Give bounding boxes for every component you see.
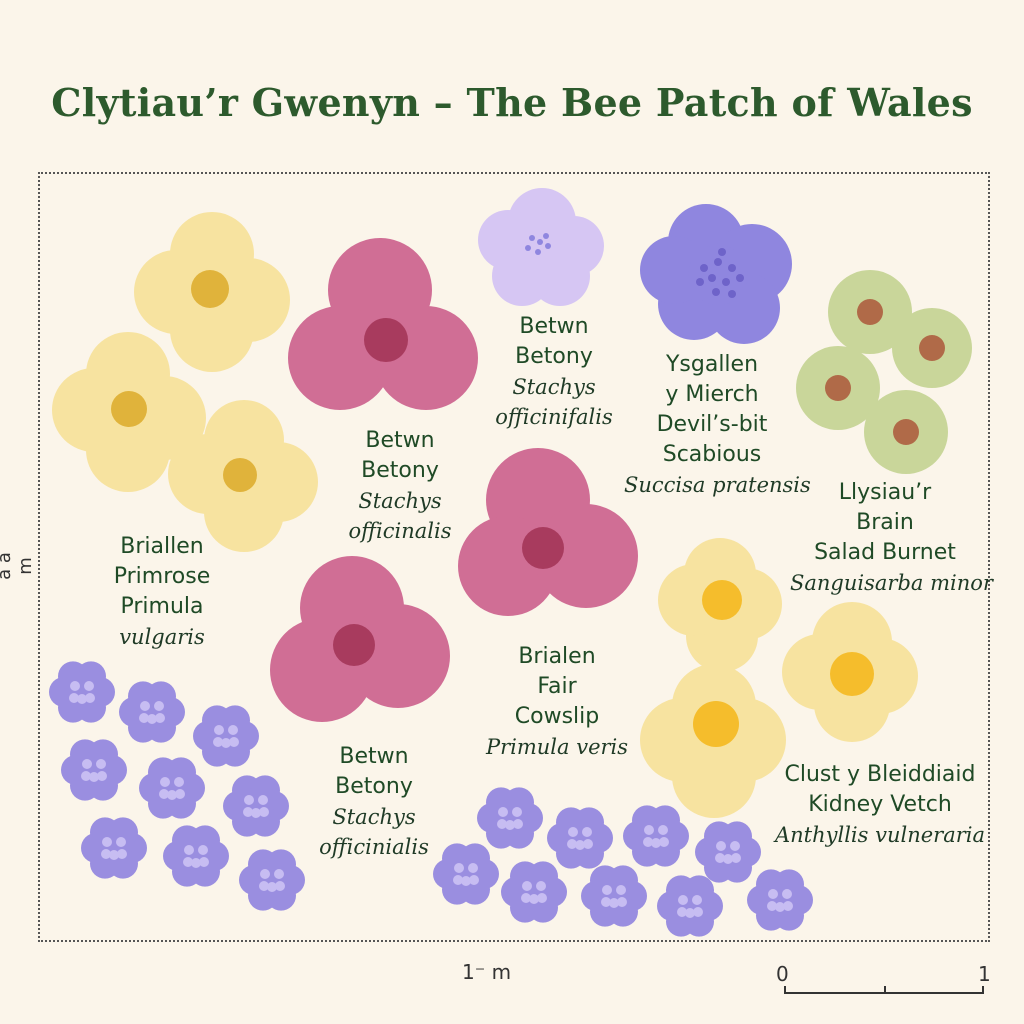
primrose-latin-name-2: vulgaris: [119, 625, 205, 649]
violet-flower: [657, 875, 723, 937]
scale-bar: 0 1: [770, 962, 991, 1002]
betony-1-latin-name: Stachys: [358, 489, 442, 513]
burnet-latin-name: Sanguisarba minor: [790, 571, 993, 595]
scabious-latin-name: Succisa pratensis: [624, 473, 811, 497]
primrose-common-name: Primrose: [113, 564, 211, 589]
betony-flower-1: [288, 238, 478, 410]
betony-3-welsh-name: Betwn: [339, 744, 409, 769]
width-dimension-label: 1⁻ m: [462, 960, 512, 984]
cowslip-flower-3: [640, 664, 786, 818]
betony-1-latin-name-2: officinalis: [348, 519, 452, 543]
cowslip-welsh-name-2: Fair: [537, 674, 577, 699]
betony-3-latin-name-2: officinialis: [319, 835, 429, 859]
betony-flower-2: [458, 448, 638, 616]
garden-bed-outline: [38, 172, 990, 942]
violet-flower: [747, 869, 813, 931]
scale-tick: [982, 986, 984, 994]
cowslip-flower-1: [658, 538, 782, 672]
scabious-common-name: Devil’s-bit: [656, 412, 768, 437]
primrose-flower-2: [52, 332, 206, 492]
label-scabious: Ysgallen y Mierch Devil’s-bit Scabious S…: [624, 350, 811, 500]
violet-flower: [139, 757, 205, 819]
betony-2-latin-name-2: officinifalis: [495, 405, 613, 429]
violet-flower: [477, 787, 543, 849]
label-primrose: Briallen Primrose Primula vulgaris: [92, 532, 232, 652]
betony-3-common-name: Betony: [335, 774, 413, 799]
violet-flower: [49, 661, 115, 723]
betony-2-latin-name: Stachys: [512, 375, 596, 399]
primrose-welsh-name: Briallen: [120, 534, 204, 559]
cowslip-welsh-name: Brialen: [518, 644, 596, 669]
violet-flower: [501, 861, 567, 923]
cowslip-common-name: Cowslip: [514, 704, 600, 729]
label-cowslip: Brialen Fair Cowslip Primula veris: [482, 642, 632, 762]
small-violet-flowers: [49, 661, 813, 937]
violet-flower: [61, 739, 127, 801]
scabious-common-name-2: Scabious: [662, 442, 762, 467]
violet-flower: [193, 705, 259, 767]
label-betony-3: Betwn Betony Stachys officinialis: [304, 742, 444, 862]
scabious-flower-dark: [640, 204, 792, 344]
label-kidney-vetch: Clust y Bleiddiaid Kidney Vetch Anthylli…: [770, 760, 990, 850]
betony-2-welsh-name: Betwn: [519, 314, 589, 339]
violet-flower: [81, 817, 147, 879]
betony-2-common-name: Betony: [515, 344, 593, 369]
violet-flower: [695, 821, 761, 883]
scabious-welsh-name: Ysgallen: [665, 352, 759, 377]
violet-flower: [581, 865, 647, 927]
violet-flower: [623, 805, 689, 867]
scabious-flower-light: [478, 188, 604, 306]
burnet-flowers: [796, 270, 972, 474]
vetch-welsh-name: Clust y Bleiddiaid: [784, 762, 976, 787]
vetch-latin-name: Anthyllis vulneraria: [774, 823, 985, 847]
betony-3-latin-name: Stachys: [332, 805, 416, 829]
burnet-common-name: Salad Burnet: [814, 540, 956, 565]
side-dimension-label: a a m: [0, 552, 36, 580]
primrose-flower-1: [134, 212, 290, 372]
label-burnet: Llysiau’r Brain Salad Burnet Sanguisarba…: [790, 478, 993, 598]
betony-1-common-name: Betony: [361, 458, 439, 483]
violet-flower: [163, 825, 229, 887]
scale-tick: [884, 986, 886, 994]
violet-flower: [239, 849, 305, 911]
scale-start-label: 0: [776, 962, 789, 986]
violet-flower: [223, 775, 289, 837]
burnet-welsh-name-2: Brain: [856, 510, 914, 535]
cowslip-latin-name: Primula veris: [485, 735, 629, 759]
scale-end-label: 1: [978, 962, 991, 986]
page-title: Clytiau’r Gwenyn – The Bee Patch of Wale…: [51, 80, 973, 125]
label-betony-1: Betwn Betony Stachys officinalis: [330, 426, 470, 546]
violet-flower: [547, 807, 613, 869]
cowslip-flower-2: [782, 602, 918, 742]
scabious-welsh-name-2: y Mierch: [665, 382, 759, 407]
burnet-welsh-name: Llysiau’r: [838, 480, 932, 505]
violet-flower: [119, 681, 185, 743]
vetch-common-name: Kidney Vetch: [808, 792, 952, 817]
primrose-flower-3: [168, 400, 318, 552]
betony-flower-3: [270, 556, 450, 722]
scale-tick: [784, 986, 786, 994]
label-betony-2: Betwn Betony Stachys officinifalis: [484, 312, 624, 432]
betony-1-welsh-name: Betwn: [365, 428, 435, 453]
primrose-latin-name: Primula: [120, 594, 204, 619]
violet-flower: [433, 843, 499, 905]
